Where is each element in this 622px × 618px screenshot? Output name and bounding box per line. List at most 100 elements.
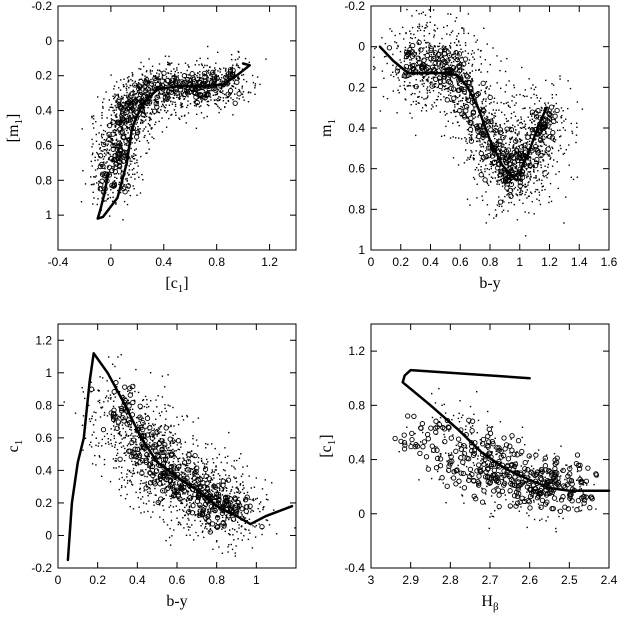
scatter-point (228, 533, 230, 535)
scatter-point (422, 76, 424, 79)
scatter-circle (505, 177, 512, 183)
scatter-point (74, 412, 77, 414)
scatter-point (541, 107, 543, 109)
scatter-point (428, 32, 431, 35)
scatter-point (131, 72, 133, 74)
scatter-point (124, 486, 127, 488)
scatter-point (547, 166, 549, 168)
scatter-point (165, 85, 167, 87)
scatter-point (102, 101, 104, 104)
scatter-point (176, 484, 178, 486)
scatter-point (113, 435, 115, 437)
scatter-point (499, 69, 501, 72)
scatter-point (473, 154, 475, 156)
scatter-point (498, 150, 501, 153)
scatter-point (481, 143, 483, 145)
scatter-point (82, 449, 84, 451)
scatter-point (482, 199, 484, 202)
scatter-point (525, 128, 527, 130)
scatter-point (219, 81, 221, 83)
scatter-point (461, 99, 463, 102)
scatter-point (235, 545, 237, 547)
scatter-point (242, 466, 244, 468)
scatter-point (471, 78, 473, 81)
scatter-point (214, 94, 216, 96)
scatter-point (539, 151, 542, 153)
scatter-point (158, 428, 161, 430)
scatter-point (126, 413, 128, 416)
scatter-point (498, 179, 501, 182)
scatter-point (418, 56, 420, 58)
scatter-point (187, 96, 189, 98)
scatter-point (174, 103, 177, 106)
scatter-circle (151, 108, 158, 114)
scatter-point (271, 482, 273, 484)
scatter-point (170, 511, 172, 513)
scatter-point (127, 94, 129, 96)
scatter-point (484, 117, 486, 119)
scatter-point (525, 169, 528, 171)
scatter-point (173, 529, 175, 531)
scatter-point (552, 84, 555, 86)
scatter-point (382, 95, 385, 98)
scatter-point (551, 152, 553, 154)
scatter-point (175, 450, 177, 452)
scatter-point (485, 136, 487, 138)
scatter-point (218, 107, 220, 109)
scatter-point (268, 524, 271, 526)
scatter-point (464, 137, 466, 139)
scatter-point (112, 196, 114, 198)
scatter-point (547, 172, 550, 174)
scatter-point (443, 65, 445, 67)
scatter-point (168, 104, 171, 106)
scatter-point (209, 74, 211, 76)
scatter-point (475, 136, 477, 139)
scatter-point (470, 154, 472, 156)
scatter-point (125, 87, 128, 89)
scatter-point (184, 465, 187, 467)
scatter-point (485, 98, 487, 100)
scatter-point (117, 452, 119, 454)
scatter-point (535, 176, 537, 178)
scatter-point (495, 141, 498, 143)
scatter-point (421, 107, 424, 109)
scatter-point (178, 79, 181, 81)
scatter-point (530, 87, 532, 89)
scatter-point (469, 156, 471, 159)
scatter-point (114, 93, 116, 95)
scatter-point (180, 443, 182, 445)
scatter-point (170, 501, 172, 503)
scatter-point (141, 110, 143, 112)
scatter-point (443, 134, 446, 137)
scatter-point (224, 482, 226, 484)
scatter-point (449, 100, 452, 102)
scatter-circle (538, 152, 544, 159)
scatter-point (190, 489, 193, 491)
scatter-point (381, 70, 384, 72)
scatter-point (514, 150, 516, 152)
scatter-point (472, 56, 474, 58)
scatter-point (193, 539, 195, 541)
scatter-point (515, 170, 517, 173)
scatter-point (113, 165, 115, 167)
scatter-point (237, 64, 239, 67)
scatter-circle (458, 76, 464, 83)
scatter-point (197, 457, 200, 459)
scatter-point (125, 134, 127, 136)
scatter-point (447, 13, 449, 15)
scatter-circle (201, 70, 208, 77)
scatter-point (132, 508, 135, 510)
scatter-circle (125, 117, 132, 123)
scatter-circle (519, 174, 526, 181)
scatter-point (96, 203, 98, 206)
scatter-point (509, 196, 511, 199)
scatter-point (122, 445, 125, 447)
scatter-point (421, 79, 423, 81)
scatter-point (142, 399, 144, 402)
scatter-point (107, 390, 109, 392)
scatter-point (160, 425, 163, 427)
scatter-point (151, 127, 153, 129)
scatter-point (537, 161, 540, 163)
scatter-point (157, 77, 160, 79)
scatter-point (164, 107, 167, 109)
